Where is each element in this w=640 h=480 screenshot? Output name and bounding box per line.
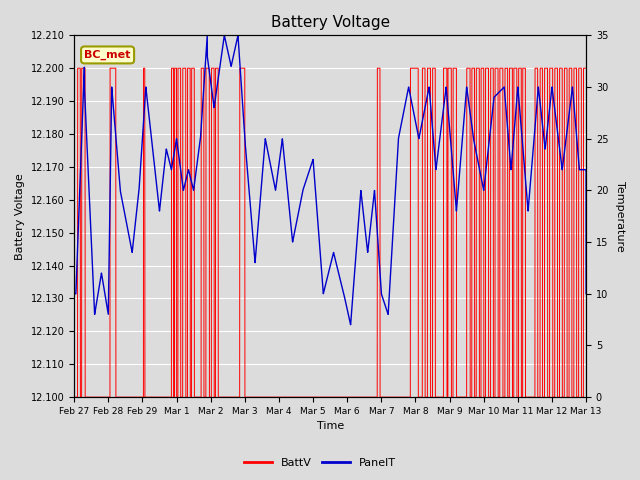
Title: Battery Voltage: Battery Voltage xyxy=(271,15,390,30)
Y-axis label: Battery Voltage: Battery Voltage xyxy=(15,173,25,260)
Legend: BattV, PanelT: BattV, PanelT xyxy=(239,453,401,472)
X-axis label: Time: Time xyxy=(317,421,344,432)
Y-axis label: Temperature: Temperature xyxy=(615,181,625,252)
Text: BC_met: BC_met xyxy=(84,50,131,60)
